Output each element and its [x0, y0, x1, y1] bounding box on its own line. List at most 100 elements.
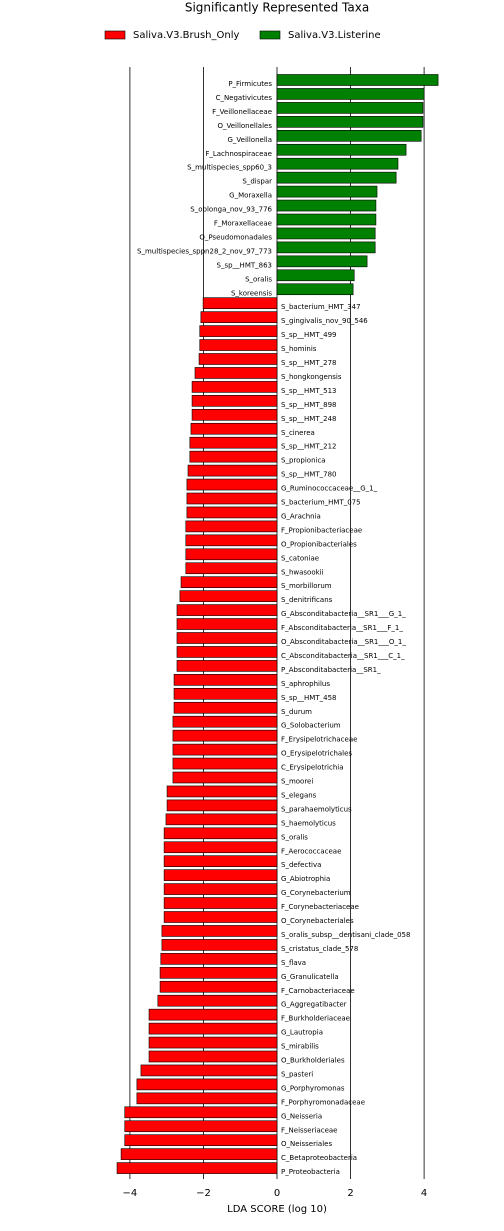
category-label: F_Neisseriaceae: [281, 1126, 337, 1134]
category-label: S_aphrophilus: [281, 680, 330, 688]
legend-label: Saliva.V3.Listerine: [288, 30, 381, 41]
bar: [185, 534, 278, 547]
bar: [191, 408, 278, 421]
category-label: F_Lachnospiraceae: [205, 150, 272, 158]
category-label: O_Corynebacteriales: [281, 917, 354, 925]
category-label: S_multispecies_sppn28_2_nov_97_773: [137, 247, 272, 255]
bar: [190, 422, 278, 435]
category-label: S_oblonga_nov_93_776: [190, 206, 272, 214]
bar: [276, 88, 425, 100]
category-label: O_Erysipelotrichales: [281, 750, 352, 758]
x-tick-label: −2: [196, 1188, 211, 1199]
bar: [194, 367, 278, 379]
bar: [172, 715, 278, 728]
bar: [276, 199, 377, 212]
category-label: S_propionica: [281, 457, 326, 465]
category-label: S_denitrificans: [281, 596, 333, 604]
category-label: S_hwasookii: [281, 568, 324, 576]
category-label: S_bacterium_HMT_075: [281, 499, 361, 507]
category-label: S_sp__HMT_898: [281, 401, 336, 409]
bar: [180, 576, 278, 589]
category-label: G_Granulicatella: [281, 973, 339, 981]
x-tick-label: 2: [347, 1188, 353, 1199]
legend-swatch: [104, 30, 126, 40]
category-label: F_Erysipelotrichaceae: [281, 736, 357, 744]
category-label: S_dispar: [242, 178, 272, 186]
bar: [199, 325, 278, 337]
category-label: O_Absconditabacteria__SR1___O_1_: [281, 638, 406, 646]
category-label: O_Neisseriales: [281, 1140, 332, 1148]
category-label: F_Porphyromonadaceae: [281, 1098, 365, 1106]
category-label: S_flava: [281, 959, 306, 967]
bar: [276, 157, 399, 170]
bar: [163, 883, 278, 895]
category-label: P_Firmicutes: [228, 80, 272, 88]
category-label: G_Porphyromonas: [281, 1084, 345, 1092]
bar: [185, 520, 278, 533]
category-label: S_sp__HMT_458: [281, 694, 336, 702]
bar: [186, 492, 278, 505]
category-label: S_bacterium_HMT_347: [281, 303, 361, 311]
category-label: S_moorei: [281, 778, 313, 786]
category-label: F_Carnobacteriaceae: [281, 987, 355, 995]
bar: [161, 939, 278, 951]
bar: [173, 687, 278, 700]
bar: [176, 618, 278, 630]
category-label: S_haemolyticus: [281, 819, 336, 827]
bar: [276, 130, 422, 142]
category-label: G_Lautropia: [281, 1029, 323, 1037]
bar: [276, 213, 377, 226]
bar: [173, 701, 278, 714]
bar: [160, 953, 278, 965]
category-label: S_sp__HMT_278: [281, 359, 336, 367]
bar: [148, 1022, 278, 1035]
bar: [163, 869, 278, 881]
bar: [166, 785, 278, 798]
bar: [124, 1106, 278, 1119]
category-label: G_Neisseria: [281, 1112, 322, 1120]
category-label: F_Veillonellaceae: [212, 108, 272, 116]
bar: [276, 241, 376, 254]
bar: [198, 353, 278, 365]
bar: [199, 339, 278, 351]
bar: [163, 911, 278, 923]
bar: [159, 980, 278, 993]
bar: [148, 1036, 278, 1049]
category-label: O_Propionibacteriales: [281, 540, 357, 548]
bar: [124, 1120, 278, 1133]
category-label: S_cristatus_clade_578: [281, 945, 358, 953]
bar: [191, 381, 278, 393]
bar: [163, 841, 278, 854]
category-label: F_Propionibacteriaceae: [281, 526, 362, 534]
bar: [136, 1092, 278, 1105]
category-label: S_oralis: [245, 275, 272, 283]
bar: [187, 464, 278, 477]
bar: [276, 185, 378, 198]
bar: [276, 143, 407, 156]
bar: [189, 436, 278, 449]
bar: [185, 562, 278, 575]
bar: [136, 1078, 278, 1091]
bar: [176, 660, 278, 672]
category-label: F_Moraxellaceae: [214, 220, 272, 228]
bar: [172, 757, 278, 770]
category-label: S_hominis: [281, 345, 317, 353]
bar: [276, 269, 355, 282]
category-label: S_gingivalis_nov_90_546: [281, 317, 368, 325]
category-label: C_Betaproteobacteria: [281, 1154, 357, 1162]
category-label: S_parahaemolyticus: [281, 805, 352, 813]
bar: [276, 171, 397, 184]
bar: [176, 646, 278, 658]
bar: [176, 604, 278, 616]
category-label: C_Absconditabacteria__SR1___C_1_: [281, 652, 405, 660]
bar: [172, 743, 278, 756]
category-label: C_Erysipelotrichia: [281, 764, 344, 772]
bar: [173, 674, 278, 686]
bar: [186, 478, 278, 491]
category-label: S_defectiva: [281, 861, 321, 869]
category-label: S_elegans: [281, 791, 317, 799]
bar: [276, 102, 424, 114]
bar: [165, 813, 278, 826]
legend-label: Saliva.V3.Brush_Only: [133, 30, 239, 41]
bar: [276, 227, 376, 240]
